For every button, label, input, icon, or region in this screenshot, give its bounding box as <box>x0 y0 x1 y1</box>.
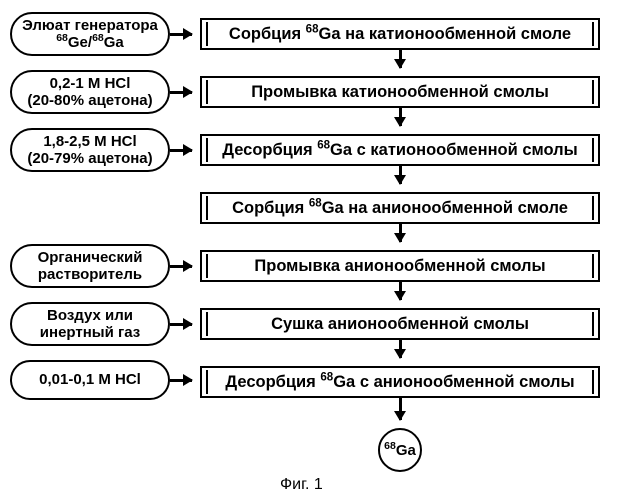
arrow-h-0 <box>170 33 192 36</box>
arrow-h-4 <box>170 323 192 326</box>
arrow-v-6 <box>399 398 402 420</box>
input-in5: 0,01-0,1 M HCl <box>10 360 170 400</box>
arrow-h-2 <box>170 149 192 152</box>
process-p1: Промывка катионообменной смолы <box>200 76 600 108</box>
process-p6: Десорбция 68Ga с анионообменной смолы <box>200 366 600 398</box>
process-p4: Промывка анионообменной смолы <box>200 250 600 282</box>
process-p0: Сорбция 68Ga на катионообменной смоле <box>200 18 600 50</box>
arrow-h-1 <box>170 91 192 94</box>
input-in4: Воздух илиинертный газ <box>10 302 170 346</box>
input-in0: Элюат генератора68Ge/68Ga <box>10 12 170 56</box>
process-p2: Десорбция 68Ga с катионообменной смолы <box>200 134 600 166</box>
arrow-h-5 <box>170 379 192 382</box>
figure-caption: Фиг. 1 <box>280 476 323 494</box>
result-circle: 68Ga <box>378 428 422 472</box>
arrow-v-4 <box>399 282 402 300</box>
arrow-v-1 <box>399 108 402 126</box>
input-in2: 1,8-2,5 M HCl(20-79% ацетона) <box>10 128 170 172</box>
arrow-v-0 <box>399 50 402 68</box>
arrow-v-3 <box>399 224 402 242</box>
arrow-v-2 <box>399 166 402 184</box>
process-p5: Сушка анионообменной смолы <box>200 308 600 340</box>
arrow-h-3 <box>170 265 192 268</box>
arrow-v-5 <box>399 340 402 358</box>
process-p3: Сорбция 68Ga на анионообменной смоле <box>200 192 600 224</box>
input-in1: 0,2-1 M HCl(20-80% ацетона) <box>10 70 170 114</box>
input-in3: Органическийрастворитель <box>10 244 170 288</box>
